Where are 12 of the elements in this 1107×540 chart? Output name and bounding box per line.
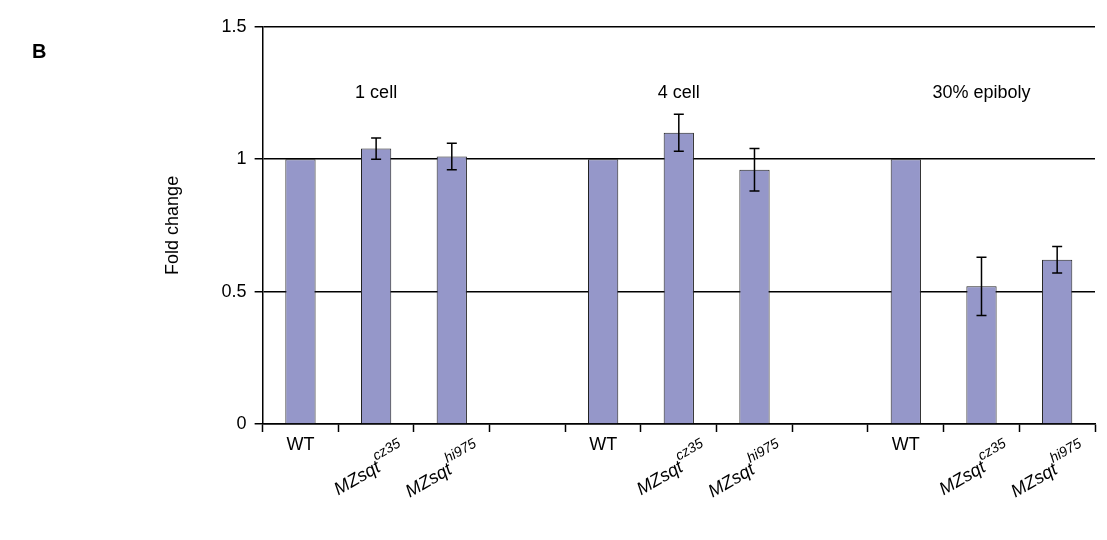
x-tick-label: WT [286,433,315,454]
annotation: 4 cell [657,81,700,102]
annotation: 30% epiboly [932,81,1031,102]
y-tick-label: 1.5 [221,15,247,36]
y-tick-label: 0.5 [221,280,247,301]
x-tick-label: WT [891,433,920,454]
x-tick-label: WT [589,433,618,454]
annotation: 1 cell [355,81,398,102]
text: B [32,39,47,62]
y-axis-title: Fold change [161,175,182,275]
y-tick-label: 0 [236,412,247,433]
y-tick-label: 1 [236,148,247,169]
